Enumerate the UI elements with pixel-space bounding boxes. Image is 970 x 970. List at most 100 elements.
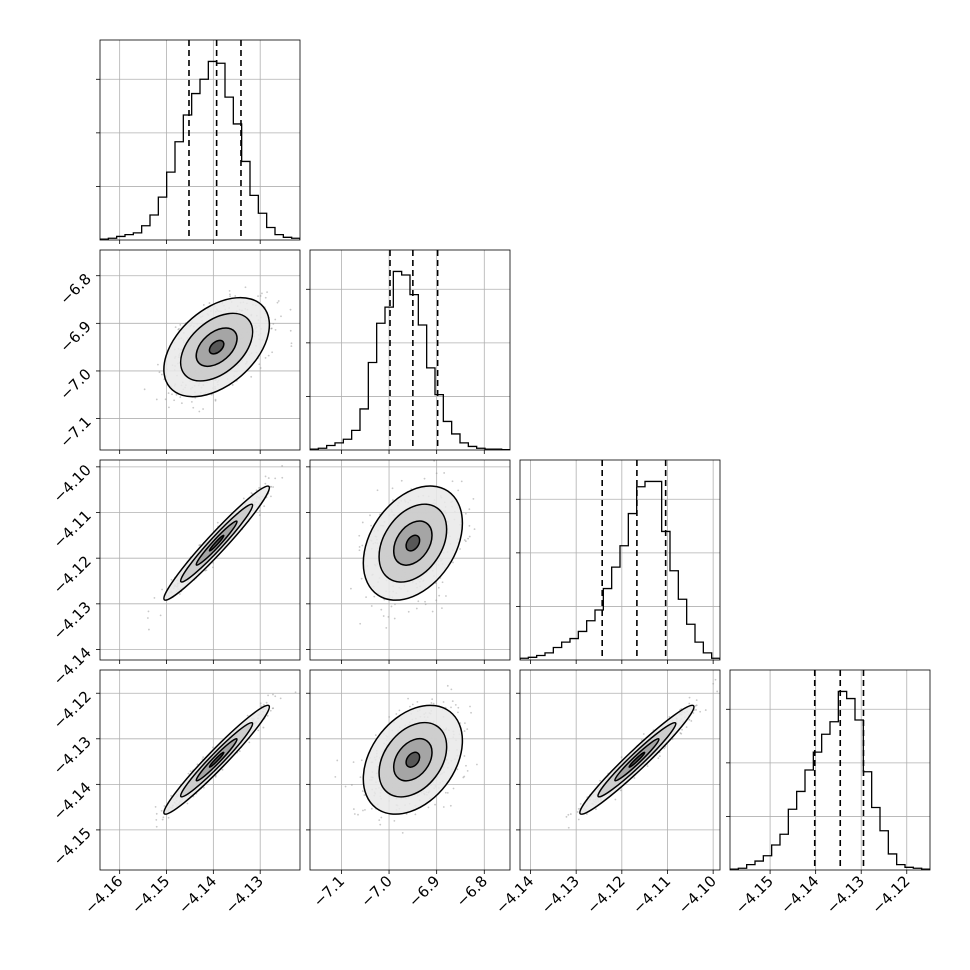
scatter-point [270, 327, 273, 330]
scatter-point [441, 581, 444, 584]
scatter-point [277, 300, 280, 302]
scatter-point [391, 487, 394, 490]
scatter-point [462, 776, 465, 779]
scatter-point [619, 789, 622, 792]
scatter-point [694, 704, 697, 707]
histogram-panel-3: −4.15 −4.14 −4.13 −4.12 [726, 669, 931, 917]
scatter-point [270, 495, 272, 498]
scatter-point [671, 738, 674, 741]
scatter-point [167, 816, 170, 819]
scatter-point [690, 720, 693, 722]
scatter-point [409, 705, 411, 708]
density-contour [208, 534, 225, 552]
scatter-point [187, 772, 190, 775]
y-tick-label: −6.9 [56, 317, 94, 355]
scatter-point [476, 763, 478, 766]
scatter-point [459, 548, 461, 550]
scatter-point [178, 327, 180, 330]
scatter-point [688, 702, 691, 705]
scatter-point [658, 755, 661, 758]
scatter-point [264, 482, 267, 485]
scatter-point [264, 296, 267, 299]
x-tick-label: −4.13 [538, 872, 583, 917]
scatter-point [264, 357, 267, 359]
scatter-point [290, 342, 293, 345]
scatter-point [212, 746, 214, 749]
scatter-point [192, 406, 195, 409]
scatter-point [266, 291, 268, 294]
scatter-point [434, 803, 436, 806]
histogram-panel-0 [96, 39, 301, 244]
scatter-point [148, 628, 150, 631]
scatter-point [577, 807, 580, 810]
x-tick-label: −4.10 [675, 872, 720, 917]
scatter-point [358, 546, 361, 548]
scatter-point [258, 487, 261, 489]
scatter-point [380, 608, 383, 611]
scatter-point [579, 802, 582, 805]
scatter-point [407, 610, 410, 613]
scatter-point [246, 714, 249, 717]
scatter-point [451, 700, 454, 703]
scatter-point [160, 373, 163, 376]
scatter-point [599, 779, 602, 782]
scatter-point [158, 371, 161, 374]
scatter-point [147, 610, 150, 613]
scatter-point [173, 399, 176, 402]
scatter-point [360, 577, 363, 580]
scatter-point [443, 472, 446, 474]
x-tick-label: −4.11 [629, 872, 674, 917]
scatter-point [569, 813, 572, 815]
scatter-point [446, 791, 449, 794]
scatter-point [685, 726, 688, 729]
scatter-point [259, 367, 262, 369]
scatter-point [365, 596, 367, 599]
y-tick-label: −4.11 [50, 507, 95, 552]
y-tick-label: −4.12 [50, 552, 95, 597]
x-tick-label: −4.14 [175, 872, 220, 917]
y-tick-label: −4.12 [50, 687, 95, 732]
scatter-point [374, 734, 377, 736]
scatter-point [179, 396, 182, 399]
scatter-point [444, 791, 447, 794]
scatter-point [693, 709, 696, 711]
scatter-point [179, 324, 182, 326]
scatter-point [290, 345, 293, 348]
y-tick-label: −4.14 [50, 778, 95, 823]
scatter-point [414, 813, 417, 816]
scatter-point [234, 295, 237, 297]
scatter-point [334, 775, 337, 778]
scatter-point [370, 524, 373, 527]
scatter-point [180, 402, 183, 405]
scatter-point [411, 703, 414, 706]
scatter-point [143, 388, 146, 391]
scatter-point [221, 768, 224, 771]
scatter-point [259, 702, 262, 705]
scatter-point [466, 728, 469, 731]
scatter-point [269, 709, 272, 712]
scatter-point [464, 722, 466, 725]
y-tick-label: −4.13 [50, 733, 95, 778]
scatter-point [238, 750, 241, 752]
scatter-point [280, 315, 282, 318]
scatter-point [270, 485, 272, 488]
histogram-step [310, 270, 510, 450]
density-contour [208, 751, 225, 768]
scatter-point [463, 539, 466, 541]
scatter-panel-3-1: −7.1 −7.0 −6.9 −6.8 [306, 669, 511, 911]
scatter-point [228, 290, 231, 292]
scatter-point [450, 706, 452, 709]
scatter-point [364, 808, 366, 811]
scatter-point [400, 479, 403, 482]
scatter-point [393, 617, 396, 620]
histogram-panel-2 [516, 459, 721, 664]
scatter-panel-1-0: −7.1 −7.0 −6.9 −6.8 [56, 249, 301, 454]
scatter-point [688, 696, 691, 699]
scatter-point [668, 715, 671, 718]
scatter-point [369, 514, 371, 517]
scatter-point [263, 505, 266, 508]
scatter-point [472, 497, 475, 500]
x-tick-label: −4.16 [81, 872, 126, 917]
scatter-point [663, 747, 666, 750]
scatter-point [250, 492, 253, 494]
